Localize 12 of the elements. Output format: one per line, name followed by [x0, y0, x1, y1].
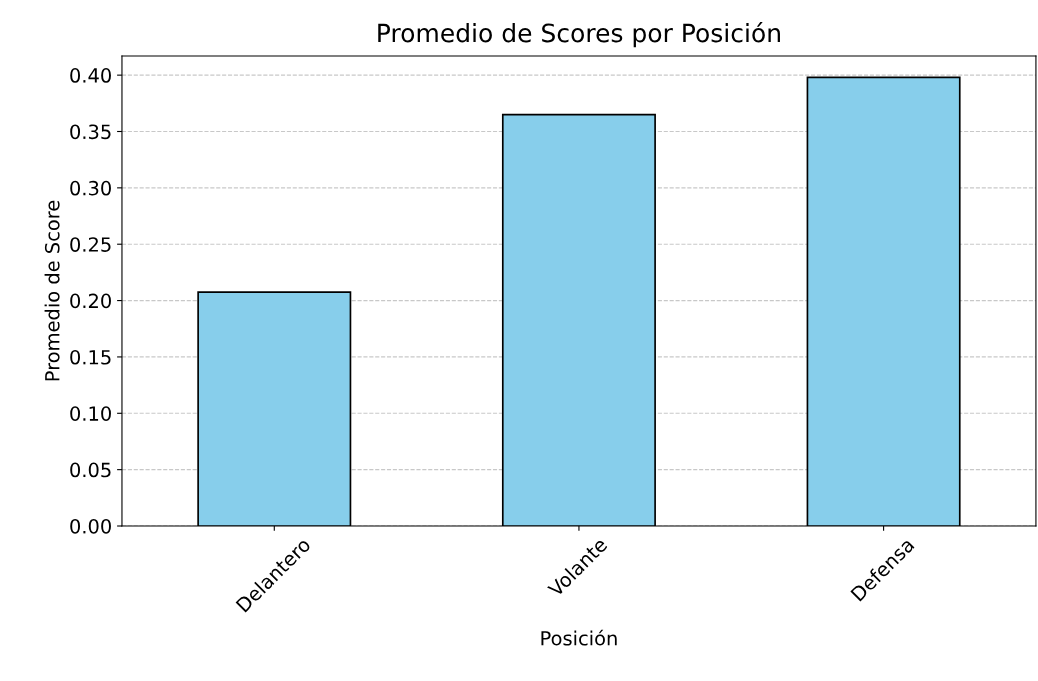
y-tick-label: 0.20: [70, 293, 111, 309]
y-tick-label: 0.40: [70, 68, 111, 83]
y-axis-title: Promedio de Score: [44, 200, 60, 381]
y-tick-label: 0.05: [70, 462, 111, 478]
y-tick-label: 0.00: [70, 518, 111, 534]
y-tick-label: 0.30: [70, 180, 111, 196]
y-tick-label: 0.25: [70, 237, 111, 252]
y-tick-label: 0.35: [70, 124, 111, 140]
y-tick-label: 0.10: [70, 406, 111, 421]
x-axis-title: Posición: [541, 629, 617, 646]
chart-title: Promedio de Scores por Posición: [378, 22, 780, 48]
y-tick-label: 0.15: [70, 349, 111, 365]
